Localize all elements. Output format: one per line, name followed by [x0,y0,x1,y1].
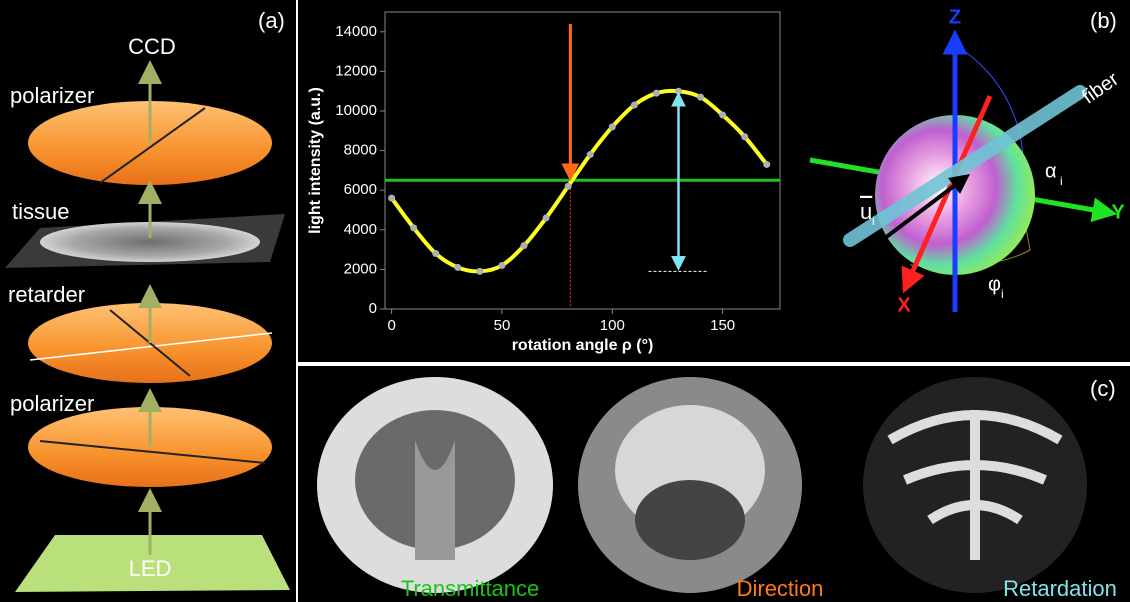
data-point [454,264,461,271]
data-point [741,133,748,140]
data-point [388,195,395,202]
data-point [609,123,616,130]
layer-label: tissue [12,199,69,224]
layer-label: polarizer [10,83,94,108]
alpha-sub: i [1060,174,1063,188]
y-tick-label: 4000 [344,221,377,238]
panel-label: (c) [1090,376,1116,401]
axis-label: Y [1111,201,1125,223]
led-label: LED [129,556,172,581]
brain-image [317,377,553,593]
panel-label: (b) [1090,8,1117,33]
data-point [763,161,770,168]
layer-label: polarizer [10,391,94,416]
data-point [675,88,682,95]
x-axis-label: rotation angle ρ (°) [512,337,654,354]
data-point [653,90,660,97]
y-tick-label: 2000 [344,260,377,277]
axis-label: X [897,294,911,316]
u-sub: i [872,214,875,228]
y-tick-label: 0 [369,300,377,317]
u-label: u [860,199,872,224]
data-point [587,151,594,158]
phi-label: φ [988,273,1001,295]
x-tick-label: 150 [710,317,735,334]
figure: (a) CCD polarizer tissue retarder polari… [0,0,1130,602]
phi-sub: i [1001,287,1004,301]
x-tick-label: 0 [387,317,395,334]
image-caption: Retardation [1003,576,1117,601]
data-point [697,94,704,101]
y-axis-label: light intensity (a.u.) [307,87,324,234]
data-point [432,250,439,257]
data-point [410,224,417,231]
data-point [631,102,638,109]
x-tick-label: 100 [600,317,625,334]
data-point [521,242,528,249]
x-tick-label: 50 [494,317,511,334]
data-point [719,111,726,118]
layer-label: retarder [8,282,85,307]
axis-label: Z [949,6,961,28]
y-tick-label: 12000 [335,62,377,79]
panel-label: (a) [258,8,285,33]
y-tick-label: 8000 [344,142,377,159]
ccd-label: CCD [128,34,176,59]
y-tick-label: 6000 [344,181,377,198]
data-point [565,183,572,190]
data-point [543,214,550,221]
data-point [498,262,505,269]
y-tick-label: 14000 [335,23,377,40]
y-tick-label: 10000 [335,102,377,119]
deep-structures [635,480,745,560]
image-caption: Direction [737,576,824,601]
alpha-label: α [1045,160,1057,182]
data-point [476,268,483,275]
brain-image [863,377,1087,593]
brain-image [578,377,802,593]
image-caption: Transmittance [401,576,540,601]
